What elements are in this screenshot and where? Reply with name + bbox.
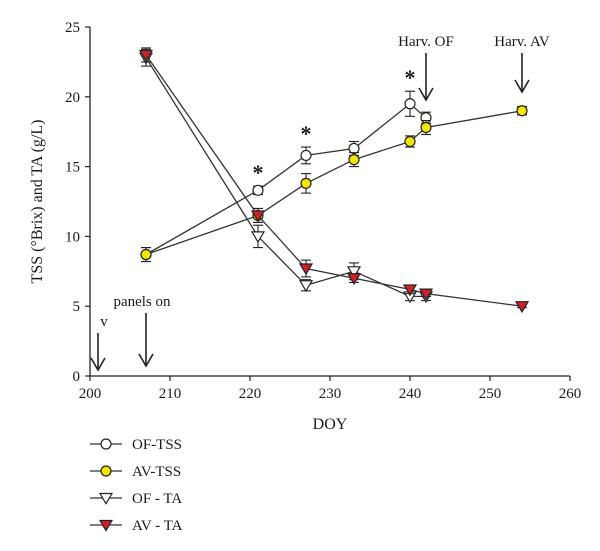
series-av-ta xyxy=(138,47,530,314)
legend-item: OF-TSS xyxy=(90,437,182,453)
arrow-v xyxy=(90,333,106,372)
annotation-harv-av: Harv. AV xyxy=(494,34,550,50)
data-point xyxy=(348,154,360,166)
legend-marker xyxy=(98,492,114,505)
data-point xyxy=(514,301,530,314)
x-tick-label: 240 xyxy=(399,386,422,402)
significance-star: * xyxy=(405,65,416,90)
significance-star: * xyxy=(301,121,312,146)
series-line xyxy=(145,54,523,307)
legend-label: AV-TSS xyxy=(132,464,181,480)
series-of-ta xyxy=(138,48,434,304)
annotation-layer: * * * v panels on Harv. OF Harv. AV xyxy=(90,34,550,372)
y-axis-title: TSS (°Brix) and TA (g/L) xyxy=(29,120,46,284)
arrow-harv-av xyxy=(514,53,530,94)
x-axis-title: DOY xyxy=(313,416,348,433)
y-tick-label: 15 xyxy=(65,160,80,176)
arrow-head xyxy=(138,353,154,368)
legend-marker xyxy=(100,438,112,450)
data-point xyxy=(250,210,266,223)
x-tick-label: 260 xyxy=(559,386,582,402)
data-point xyxy=(138,49,154,62)
y-tick-label: 0 xyxy=(73,369,81,385)
legend-label: OF-TSS xyxy=(132,437,182,453)
legend-item: AV - TA xyxy=(90,518,183,534)
annotation-harv-of: Harv. OF xyxy=(398,34,454,50)
data-point xyxy=(300,177,312,189)
legend: OF-TSS AV-TSS OF - TA AV - TA xyxy=(90,437,183,534)
arrow-harv-of xyxy=(418,53,434,102)
y-tick-label: 25 xyxy=(65,20,80,36)
legend-label: AV - TA xyxy=(132,518,183,534)
series-line xyxy=(145,110,523,256)
x-tick-label: 230 xyxy=(319,386,342,402)
legend-marker xyxy=(98,519,114,532)
data-point xyxy=(346,273,362,286)
data-point xyxy=(418,288,434,301)
data-point xyxy=(300,149,312,162)
y-tick-label: 20 xyxy=(65,90,80,106)
data-point xyxy=(348,142,360,155)
x-tick-label: 200 xyxy=(79,386,102,402)
series-line xyxy=(145,57,426,298)
data-point xyxy=(420,121,432,134)
x-tick-label: 250 xyxy=(479,386,502,402)
arrow-head xyxy=(514,79,530,94)
data-point xyxy=(404,98,416,110)
data-point xyxy=(346,266,362,279)
series-layer xyxy=(138,47,530,314)
series-line xyxy=(145,102,427,256)
data-point xyxy=(252,184,264,196)
legend-item: AV-TSS xyxy=(90,464,181,480)
series-av-tss xyxy=(140,105,528,263)
data-point xyxy=(404,135,416,148)
x-tick-label: 220 xyxy=(239,386,262,402)
legend-marker xyxy=(100,465,112,477)
axes: 200 210 220 230 240 250 260 0 5 10 15 20 25 DOY TSS (°… xyxy=(29,20,581,433)
arrow-head xyxy=(90,357,106,372)
data-point xyxy=(250,231,266,244)
legend-label: OF - TA xyxy=(132,491,182,507)
arrow-panels-on xyxy=(138,313,154,368)
y-tick-label: 10 xyxy=(65,229,80,245)
x-tick-label: 210 xyxy=(159,386,182,402)
arrow-head xyxy=(418,87,434,102)
data-point xyxy=(298,263,314,276)
annotation-panels-on: panels on xyxy=(113,294,171,310)
series-of-tss xyxy=(140,90,432,263)
significance-star: * xyxy=(253,160,264,185)
data-point xyxy=(402,284,418,297)
y-tick-label: 5 xyxy=(73,299,81,315)
data-point xyxy=(516,105,528,117)
data-point xyxy=(140,248,152,261)
legend-item: OF - TA xyxy=(90,491,182,507)
data-point xyxy=(298,280,314,293)
annotation-v: v xyxy=(100,314,108,330)
